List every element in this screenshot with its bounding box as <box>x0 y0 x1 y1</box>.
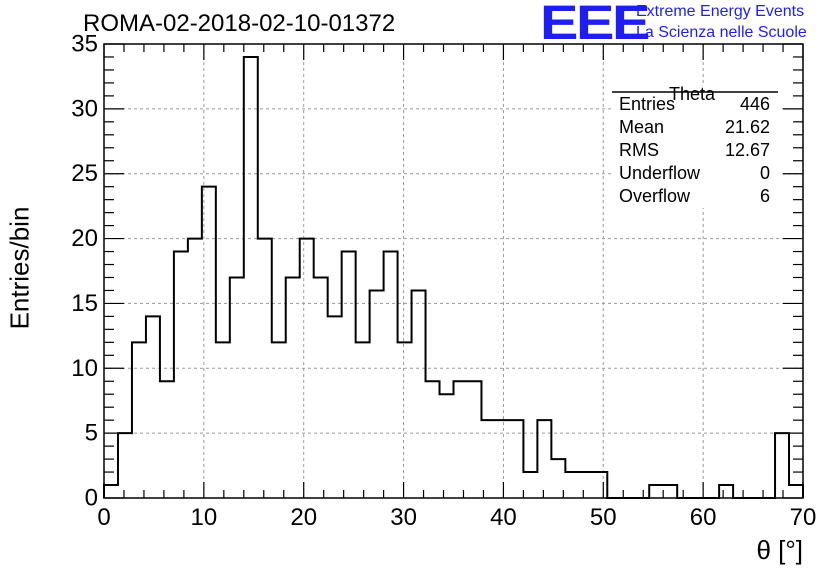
histogram-bin <box>426 381 440 498</box>
histogram-bin <box>230 277 244 498</box>
histogram-bin <box>342 252 356 498</box>
histogram-bin <box>384 252 398 498</box>
histogram-bin <box>132 342 146 498</box>
histogram-bin <box>565 472 579 498</box>
x-tick-label: 0 <box>97 504 110 531</box>
histogram-bin <box>160 381 174 498</box>
y-tick-label: 15 <box>71 290 98 317</box>
logo-tagline-1: Extreme Energy Events <box>636 3 805 20</box>
histogram-bin <box>775 433 789 498</box>
histogram-bin <box>104 485 118 498</box>
x-tick-label: 10 <box>191 504 218 531</box>
plot-title: ROMA-02-2018-02-10-01372 <box>83 10 396 37</box>
histogram-bin <box>272 342 286 498</box>
eee-logo: EEE <box>540 0 650 50</box>
stats-row-label: Mean <box>619 117 664 137</box>
x-axis-label: θ [°] <box>756 535 803 565</box>
histogram-bin <box>719 485 733 498</box>
stats-row-value: 21.62 <box>725 117 770 137</box>
x-tick-label: 60 <box>690 504 717 531</box>
stats-row-value: 446 <box>740 94 770 114</box>
histogram-bin <box>314 277 328 498</box>
histogram-bin <box>495 420 509 498</box>
histogram-bin <box>649 485 663 498</box>
x-tick-label: 40 <box>490 504 517 531</box>
histogram-bin <box>244 57 258 498</box>
histogram-bin <box>174 252 188 498</box>
histogram-bin <box>537 420 551 498</box>
histogram-bin <box>440 394 454 498</box>
histogram-bin <box>412 290 426 498</box>
stats-row-label: Overflow <box>619 186 691 206</box>
x-tick-label: 20 <box>290 504 317 531</box>
histogram-bin <box>579 472 593 498</box>
stats-row-label: Entries <box>619 94 675 114</box>
stats-box-background <box>612 86 780 208</box>
histogram-bin <box>258 239 272 498</box>
stats-row-label: RMS <box>619 140 659 160</box>
histogram-bin <box>370 290 384 498</box>
y-tick-label: 5 <box>85 420 98 447</box>
histogram-bin <box>789 485 803 498</box>
y-tick-label: 10 <box>71 355 98 382</box>
y-tick-label: 35 <box>71 31 98 58</box>
y-tick-label: 30 <box>71 95 98 122</box>
x-tick-label: 30 <box>390 504 417 531</box>
logo-tagline-2: La Scienza nelle Scuole <box>636 24 807 41</box>
histogram-bin <box>663 485 677 498</box>
histogram-bin <box>216 342 230 498</box>
histogram-bin <box>593 472 607 498</box>
histogram-bin <box>509 420 523 498</box>
stats-row-value: 0 <box>760 163 770 183</box>
histogram-bin <box>523 472 537 498</box>
plot-frame <box>103 43 804 499</box>
histogram-bin <box>188 239 202 498</box>
histogram-bin <box>300 239 314 498</box>
histogram-bin <box>328 316 342 498</box>
histogram-bin <box>286 277 300 498</box>
y-tick-label: 20 <box>71 225 98 252</box>
histogram-bin <box>467 381 481 498</box>
y-tick-label: 25 <box>71 160 98 187</box>
histogram-bin <box>146 316 160 498</box>
y-tick-label: 0 <box>85 485 98 512</box>
histogram-bin <box>454 381 468 498</box>
stats-row-value: 6 <box>760 186 770 206</box>
stats-box: Theta Entries 446 Mean 21.62 RMS 12.67 Underfl… <box>612 84 780 208</box>
stats-row-label: Underflow <box>619 163 701 183</box>
axes <box>103 43 804 499</box>
x-tick-label: 50 <box>590 504 617 531</box>
histogram-bin <box>356 342 370 498</box>
x-tick-label: 70 <box>790 504 817 531</box>
stats-row-value: 12.67 <box>725 140 770 160</box>
histogram-series <box>103 55 804 499</box>
histogram-bin <box>118 433 132 498</box>
histogram-bin <box>398 342 412 498</box>
stats-box-title: Theta <box>669 84 716 104</box>
histogram-outline <box>103 55 804 499</box>
histogram-bin <box>481 420 495 498</box>
histogram-bin <box>202 187 216 498</box>
